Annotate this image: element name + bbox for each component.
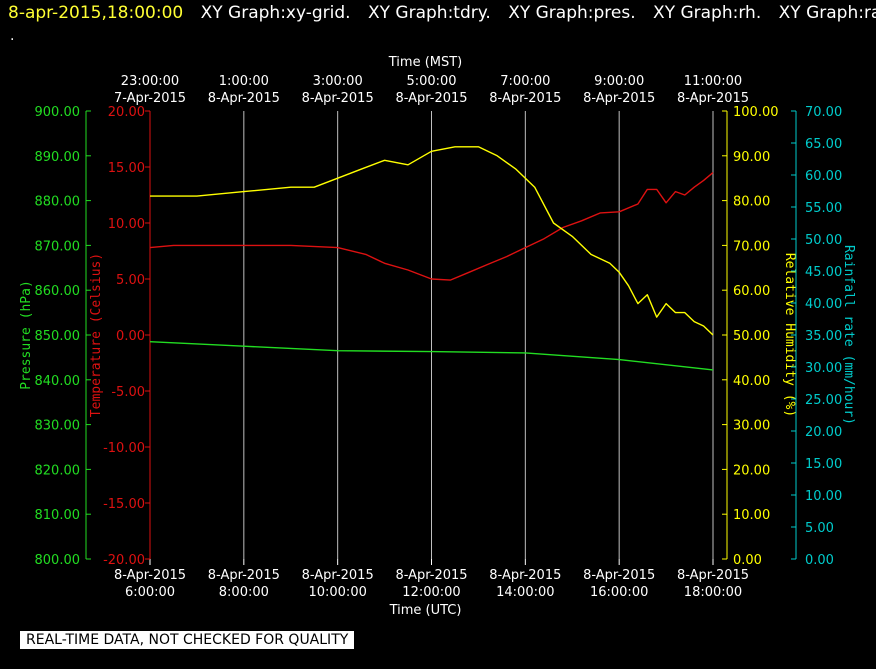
bottom-tick-date: 8-Apr-2015 [583, 568, 655, 583]
temperature-tick-label: 10.00 [108, 217, 145, 232]
humidity-tick-label: 90.00 [733, 150, 770, 165]
top-tick-date: 8-Apr-2015 [583, 91, 655, 106]
header-date: 8-apr-2015,18:00:00 [8, 3, 184, 23]
humidity-tick-label: 60.00 [733, 284, 770, 299]
pressure-tick-label: 870.00 [35, 239, 81, 254]
pressure-tick-label: 840.00 [35, 374, 81, 389]
top-tick-time: 5:00:00 [406, 74, 456, 89]
quality-disclaimer: REAL-TIME DATA, NOT CHECKED FOR QUALITY [20, 631, 355, 649]
header-graph-rh: XY Graph:rh. [653, 3, 762, 23]
rainfall-tick-label: 20.00 [805, 425, 842, 440]
pressure-tick-label: 810.00 [35, 508, 81, 523]
temperature-tick-label: 20.00 [108, 105, 145, 120]
rainfall-tick-label: 70.00 [805, 105, 842, 120]
top-tick-time: 7:00:00 [500, 74, 550, 89]
header-graph-tdry: XY Graph:tdry. [368, 3, 491, 23]
temperature-tick-label: 5.00 [116, 273, 145, 288]
series-line-temperature [149, 172, 714, 281]
rainfall-tick-label: 50.00 [805, 233, 842, 248]
rainfall-tick-label: 60.00 [805, 169, 842, 184]
temperature-tick-label: 0.00 [116, 329, 145, 344]
bottom-tick-time: 6:00:00 [125, 585, 175, 600]
rainfall-tick-label: 15.00 [805, 457, 842, 472]
rainfall-tick-label: 45.00 [805, 265, 842, 280]
humidity-tick-label: 50.00 [733, 329, 770, 344]
humidity-tick-label: 80.00 [733, 195, 770, 210]
top-tick-date: 8-Apr-2015 [677, 91, 749, 106]
rainfall-tick-label: 10.00 [805, 489, 842, 504]
pressure-tick-label: 850.00 [35, 329, 81, 344]
bottom-axis-title: Time (UTC) [389, 603, 462, 618]
rainfall-tick-label: 40.00 [805, 297, 842, 312]
humidity-tick-label: 40.00 [733, 374, 770, 389]
bottom-tick-time: 12:00:00 [402, 585, 460, 600]
temperature-tick-label: 15.00 [108, 161, 145, 176]
bottom-tick-date: 8-Apr-2015 [489, 568, 561, 583]
bottom-tick-time: 14:00:00 [496, 585, 554, 600]
rainfall-axis-title: Rainfall rate (mm/hour) [841, 245, 856, 425]
bottom-tick-time: 18:00:00 [684, 585, 742, 600]
top-tick-time: 9:00:00 [594, 74, 644, 89]
series-line-humidity [150, 146, 714, 336]
pressure-tick-label: 800.00 [35, 553, 81, 568]
rainfall-tick-label: 5.00 [805, 521, 834, 536]
top-tick-date: 8-Apr-2015 [208, 91, 280, 106]
temperature-tick-label: -20.00 [103, 553, 145, 568]
pressure-tick-label: 860.00 [35, 284, 81, 299]
rainfall-tick-label: 65.00 [805, 137, 842, 152]
temperature-tick-label: -10.00 [103, 441, 145, 456]
pressure-tick-label: 890.00 [35, 150, 81, 165]
top-tick-date: 7-Apr-2015 [114, 91, 186, 106]
pressure-tick-label: 820.00 [35, 463, 81, 478]
rainfall-tick-label: 0.00 [805, 553, 834, 568]
bottom-tick-time: 10:00:00 [308, 585, 366, 600]
header-bar: 8-apr-2015,18:00:00 XY Graph:xy-grid. XY… [8, 3, 876, 23]
series-line-pressure [149, 341, 714, 371]
humidity-tick-label: 10.00 [733, 508, 770, 523]
humidity-tick-label: 70.00 [733, 239, 770, 254]
top-tick-time: 11:00:00 [684, 74, 742, 89]
bottom-tick-date: 8-Apr-2015 [677, 568, 749, 583]
rainfall-tick-label: 30.00 [805, 361, 842, 376]
temperature-tick-label: -15.00 [103, 497, 145, 512]
humidity-tick-label: 0.00 [733, 553, 762, 568]
temperature-tick-label: -5.00 [111, 385, 145, 400]
humidity-tick-label: 100.00 [733, 105, 779, 120]
top-tick-time: 3:00:00 [313, 74, 363, 89]
humidity-axis-title: Relative Humidity (%) [782, 253, 797, 417]
bottom-tick-time: 8:00:00 [219, 585, 269, 600]
header-graph-pres: XY Graph:pres. [508, 3, 636, 23]
top-axis-title: Time (MST) [388, 55, 463, 70]
rainfall-tick-label: 55.00 [805, 201, 842, 216]
pressure-tick-label: 830.00 [35, 419, 81, 434]
top-tick-date: 8-Apr-2015 [489, 91, 561, 106]
bottom-tick-time: 16:00:00 [590, 585, 648, 600]
humidity-tick-label: 30.00 [733, 419, 770, 434]
bottom-tick-date: 8-Apr-2015 [208, 568, 280, 583]
top-tick-date: 8-Apr-2015 [302, 91, 374, 106]
rainfall-tick-label: 35.00 [805, 329, 842, 344]
top-tick-date: 8-Apr-2015 [395, 91, 467, 106]
pressure-tick-label: 900.00 [35, 105, 81, 120]
top-tick-time: 1:00:00 [219, 74, 269, 89]
rainfall-tick-label: 25.00 [805, 393, 842, 408]
bottom-tick-date: 8-Apr-2015 [302, 568, 374, 583]
humidity-tick-label: 20.00 [733, 463, 770, 478]
bottom-tick-date: 8-Apr-2015 [395, 568, 467, 583]
header-dot: . [10, 28, 15, 44]
pressure-tick-label: 880.00 [35, 195, 81, 210]
header-graph-rain: XY Graph:rain [778, 3, 876, 23]
header-graph-grid: XY Graph:xy-grid. [200, 3, 351, 23]
top-tick-time: 23:00:00 [121, 74, 179, 89]
pressure-axis-title: Pressure (hPa) [19, 280, 34, 390]
temperature-axis-title: Temperature (Celsius) [89, 253, 104, 417]
bottom-tick-date: 8-Apr-2015 [114, 568, 186, 583]
